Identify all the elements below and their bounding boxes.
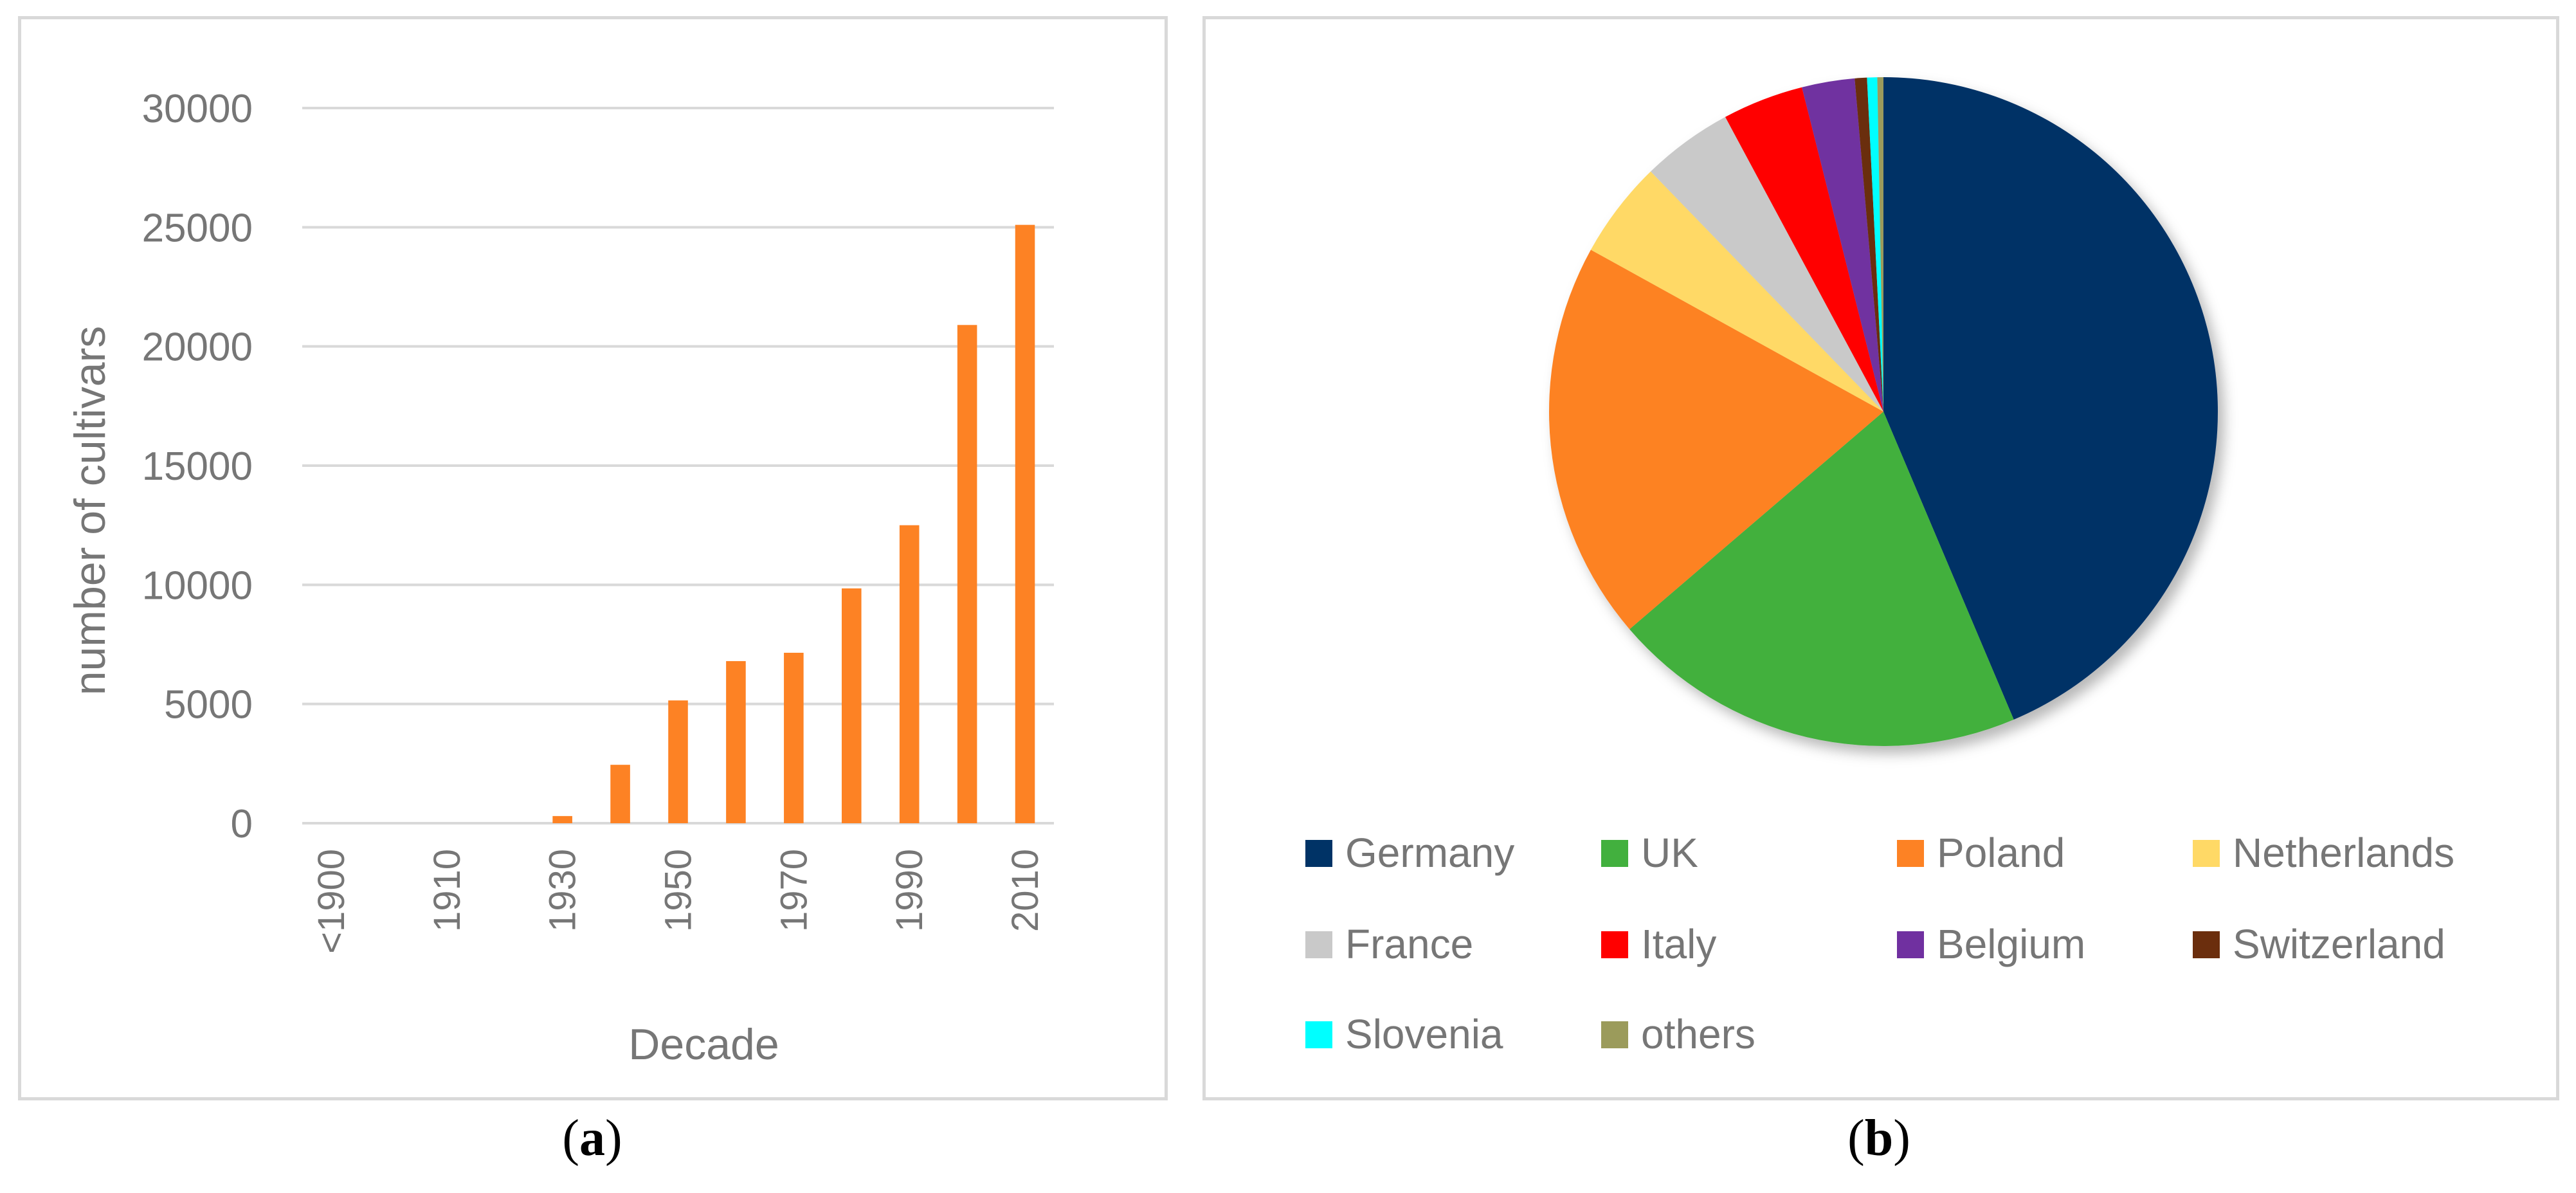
pie-slices: [1549, 77, 2218, 746]
pie-slice-others: [1877, 77, 1883, 412]
y-tick-label: 5000: [164, 683, 253, 727]
bar: [957, 325, 977, 824]
x-tick-label: 1970: [773, 849, 815, 932]
panel-a-letter: a: [579, 1110, 605, 1167]
pie-slice-italy: [1725, 87, 1883, 412]
legend-label: Belgium: [1937, 921, 2085, 967]
y-tick-label: 15000: [142, 444, 253, 489]
panel-a-caption: (a): [562, 1110, 622, 1167]
panel-b-caption: (b): [1847, 1110, 1910, 1167]
bar: [610, 765, 630, 823]
pie-slice-france: [1651, 116, 1883, 412]
y-tick-label: 0: [231, 802, 253, 846]
legend-swatch: [1305, 1021, 1332, 1048]
y-tick-label: 30000: [142, 87, 253, 131]
legend-swatch: [1305, 840, 1332, 867]
legend-label: UK: [1641, 830, 1698, 876]
x-tick-label: 1950: [658, 849, 700, 932]
pie-slice-belgium: [1802, 78, 1883, 412]
legend-swatch: [1601, 1021, 1628, 1048]
x-tick-label: 1990: [889, 849, 930, 932]
y-tick-label: 10000: [142, 563, 253, 608]
pie-slice-uk: [1629, 412, 2014, 746]
x-tick-label: 1930: [542, 849, 584, 932]
x-tick-label: <1900: [311, 849, 352, 954]
pie-slice-switzerland: [1855, 77, 1883, 412]
panel-a-bar-chart: 0 5000 10000 15000 20000 25000 30000 <1900 1910 1…: [18, 16, 1168, 1100]
pie-slice-poland: [1549, 250, 1883, 630]
panel-b-pie-chart: Germany UK Poland Netherlands France Italy Bel…: [1202, 16, 2559, 1100]
legend-swatch: [1897, 931, 1924, 958]
bar: [841, 588, 862, 823]
legend-label: Netherlands: [2233, 830, 2454, 876]
pie-slice-netherlands: [1590, 171, 1883, 412]
legend-label: France: [1345, 921, 1473, 967]
legend-label: others: [1641, 1011, 1755, 1057]
legend-label: Italy: [1641, 921, 1716, 967]
bar-chart: 0 5000 10000 15000 20000 25000 30000 <1900 1910 1…: [66, 87, 1054, 1069]
bar: [552, 815, 572, 823]
legend-swatch: [1601, 840, 1628, 867]
y-tick-label: 20000: [142, 325, 253, 370]
panel-b-letter: b: [1864, 1110, 1894, 1167]
bar: [1015, 224, 1035, 823]
legend-label: Slovenia: [1345, 1011, 1503, 1057]
legend-swatch: [1897, 840, 1924, 867]
legend-swatch: [1601, 931, 1628, 958]
x-tick-label: 2010: [1004, 849, 1046, 932]
y-axis-title: number of cultivars: [66, 326, 114, 695]
x-tick-label: 1910: [426, 849, 468, 932]
x-axis-title: Decade: [628, 1020, 779, 1069]
y-tick-label: 25000: [142, 206, 253, 250]
legend-label: Germany: [1345, 830, 1514, 876]
pie-slice-slovenia: [1867, 77, 1883, 412]
legend-swatch: [1305, 931, 1332, 958]
legend-label: Poland: [1937, 830, 2065, 876]
legend-swatch: [2193, 840, 2220, 867]
bar: [784, 652, 804, 823]
bar: [899, 525, 920, 823]
legend-label: Switzerland: [2233, 921, 2445, 967]
bar: [726, 660, 746, 823]
legend-swatch: [2193, 931, 2220, 958]
pie-slice-germany: [1883, 77, 2218, 720]
pie-chart: Germany UK Poland Netherlands France Italy Bel…: [1305, 77, 2454, 1057]
bar: [668, 700, 688, 823]
